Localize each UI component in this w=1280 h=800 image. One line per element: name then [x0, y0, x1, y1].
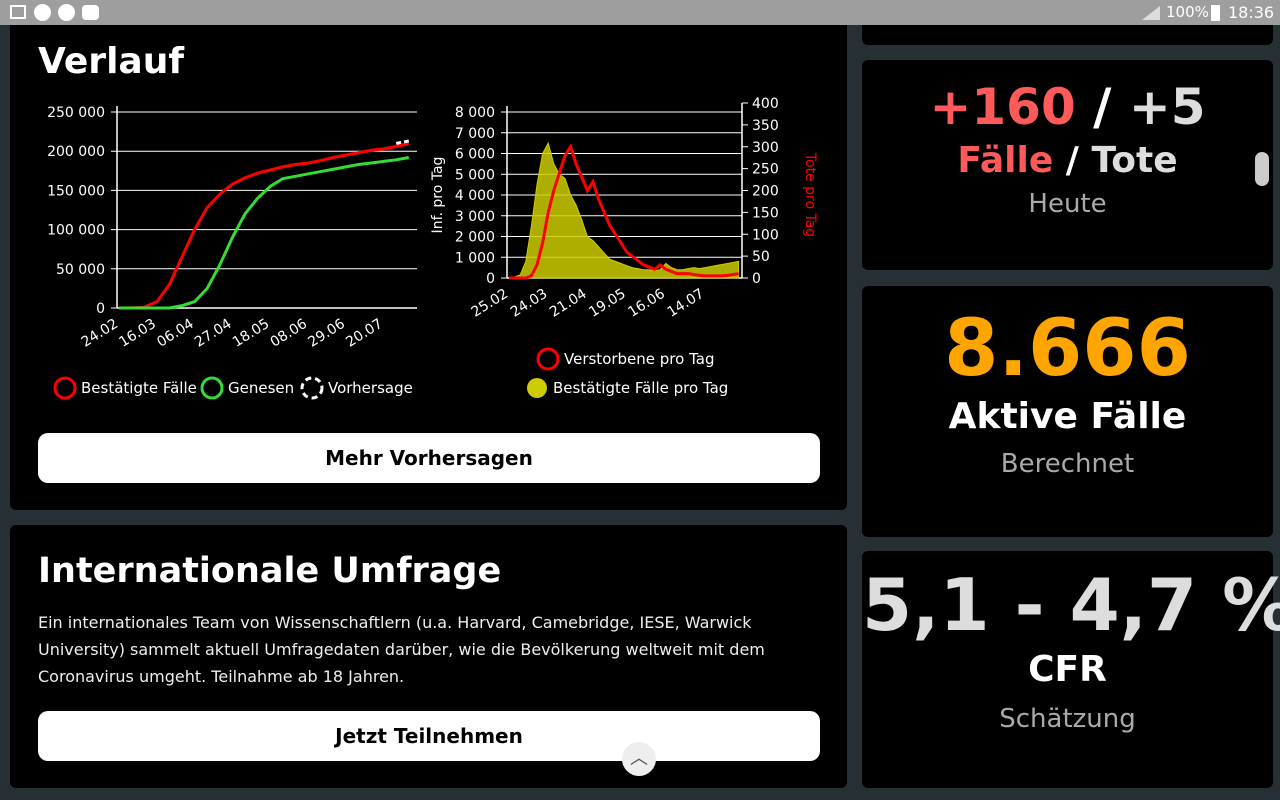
y2-tick-label: 50	[752, 249, 770, 265]
card-sub: Berechnet	[1000, 449, 1135, 479]
y-tick-label: 8 000	[455, 105, 495, 121]
x-tick-label: 20.07	[343, 316, 385, 351]
x-tick-label: 27.04	[192, 316, 235, 351]
status-icon	[58, 4, 75, 21]
participate-button[interactable]: Jetzt Teilnehmen	[38, 711, 820, 761]
x-tick-label: 24.03	[508, 286, 550, 321]
y-tick-label: 1 000	[455, 250, 495, 266]
y-tick-label: 250 000	[47, 105, 105, 121]
x-tick-label: 16.03	[116, 316, 158, 351]
y-tick-label: 150 000	[47, 183, 105, 199]
y2-tick-label: 0	[752, 271, 761, 287]
y2-axis-label: Tote pro Tag	[802, 152, 818, 237]
status-icon	[10, 5, 26, 19]
active-cases: 8.666	[944, 304, 1191, 394]
card-sub: Schätzung	[999, 704, 1136, 734]
x-tick-label: 16.06	[625, 286, 668, 321]
y-tick-label: 0	[96, 301, 105, 317]
legend-marker	[527, 378, 547, 398]
battery-level: 100%	[1166, 3, 1209, 21]
y2-tick-label: 200	[752, 184, 779, 200]
y-tick-label: 7 000	[455, 126, 495, 142]
y-axis-label: Inf. pro Tag	[430, 157, 446, 234]
panel-title: Verlauf	[38, 41, 184, 82]
x-tick-label: 18.05	[230, 316, 272, 351]
status-icon	[82, 5, 99, 20]
y-tick-label: 50 000	[56, 262, 105, 278]
separator: /	[1093, 78, 1112, 136]
verlauf-panel: Verlauf Mehr Vorhersagen	[10, 25, 847, 510]
y2-tick-label: 150	[752, 205, 779, 221]
cases-today: +160	[929, 78, 1076, 136]
scroll-top-button[interactable]: ︿	[622, 742, 656, 776]
x-tick-label: 29.06	[305, 316, 348, 351]
y2-tick-label: 400	[752, 96, 779, 112]
y2-tick-label: 250	[752, 162, 779, 178]
status-icon	[34, 4, 51, 21]
legend-marker	[536, 347, 560, 371]
umfrage-panel: Internationale Umfrage Ein international…	[10, 525, 847, 788]
status-bar: 100% 18:36	[0, 0, 1280, 25]
y-tick-label: 200 000	[47, 144, 105, 160]
legend-label: Genesen	[228, 379, 294, 397]
panel-title: Internationale Umfrage	[38, 551, 502, 591]
line	[118, 141, 410, 310]
cfr-value: 5,1 - 4,7 %	[862, 563, 1280, 647]
y-tick-label: 2 000	[455, 230, 495, 246]
x-tick-label: 19.05	[586, 286, 628, 321]
legend-marker	[53, 376, 77, 400]
x-tick-label: 25.02	[469, 286, 511, 321]
legend-label: Bestätigte Fälle pro Tag	[553, 379, 728, 397]
legend-label: Verstorbene pro Tag	[564, 350, 714, 368]
x-tick-label: 06.04	[154, 316, 197, 351]
card-sub: Heute	[1028, 189, 1107, 219]
legend-label: Bestätigte Fälle	[81, 379, 197, 397]
panel-text: Ein internationales Team von Wissenschaf…	[38, 613, 765, 686]
card-label: CFR	[1028, 649, 1107, 690]
line	[509, 143, 739, 280]
card: 5,1 - 4,7 % CFR Schätzung	[862, 551, 1280, 788]
battery-icon	[1211, 5, 1220, 21]
legend-marker	[300, 376, 324, 400]
card-label: Fälle	[957, 140, 1054, 181]
y-tick-label: 3 000	[455, 209, 495, 225]
separator: /	[1065, 140, 1079, 181]
legend-marker	[200, 376, 224, 400]
x-tick-label: 21.04	[547, 286, 590, 321]
y2-tick-label: 350	[752, 118, 779, 134]
card: 8.666 Aktive Fälle Berechnet	[862, 286, 1273, 537]
scroll-handle[interactable]	[1255, 152, 1269, 186]
legend-label: Vorhersage	[328, 379, 413, 397]
line	[119, 155, 410, 310]
card: +160 / +5 Fälle / Tote Heute	[862, 60, 1273, 270]
y2-tick-label: 100	[752, 227, 779, 243]
more-forecasts-button[interactable]: Mehr Vorhersagen	[38, 433, 820, 483]
line	[395, 139, 410, 145]
x-tick-label: 14.07	[665, 286, 707, 321]
y-tick-label: 4 000	[455, 188, 495, 204]
x-tick-label: 08.06	[268, 316, 311, 351]
clock: 18:36	[1228, 3, 1275, 22]
y-tick-label: 100 000	[47, 223, 105, 239]
area	[508, 141, 740, 279]
y-tick-label: 6 000	[455, 147, 495, 163]
y-tick-label: 5 000	[455, 167, 495, 183]
deaths-today: +5	[1128, 78, 1206, 136]
card	[862, 25, 1273, 45]
y2-tick-label: 300	[752, 140, 779, 156]
y-tick-label: 0	[486, 271, 495, 287]
card-label: Tote	[1091, 140, 1178, 181]
x-tick-label: 24.02	[79, 316, 121, 351]
card-label: Aktive Fälle	[948, 396, 1187, 437]
